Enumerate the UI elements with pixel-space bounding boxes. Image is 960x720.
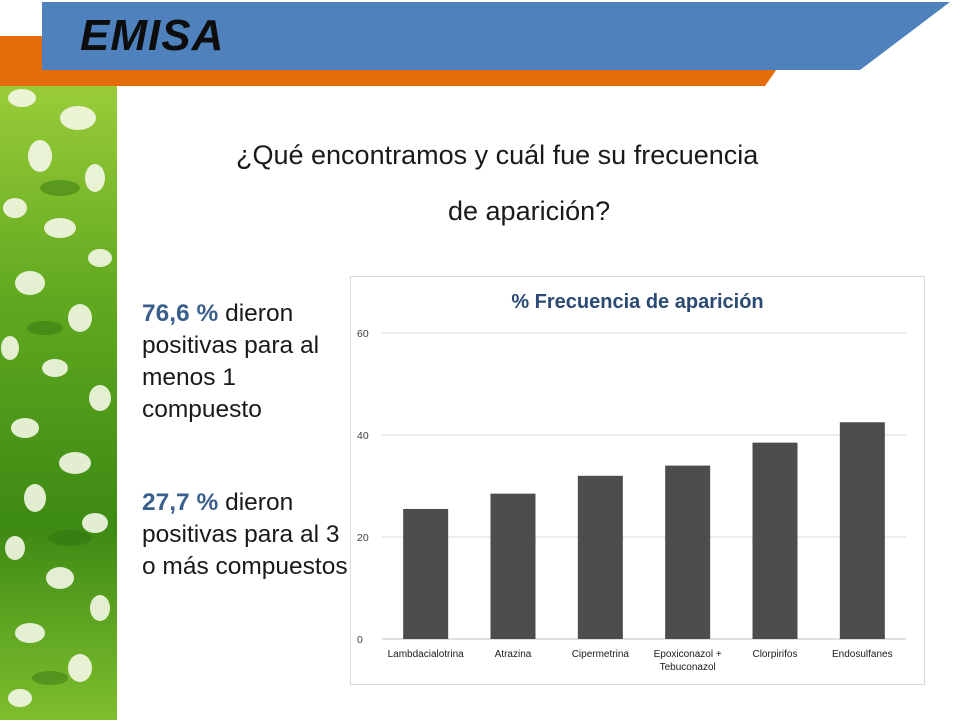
chart-bars: [403, 422, 885, 639]
x-category-label: Epoxiconazol +: [654, 649, 722, 660]
bar: [839, 422, 885, 639]
stat-positive-one: 76,6 % dieron positivas para al menos 1 …: [142, 298, 352, 426]
header-banner: [0, 2, 950, 86]
chart-container: 0 20 40 60 Lambdacialotrina Atrazina Cipermet…: [350, 276, 925, 685]
x-category-label: Tebuconazol: [660, 662, 716, 673]
stat-text: dieron positivas para al menos 1 compues…: [142, 300, 320, 423]
stat-positive-three: 27,7 % dieron positivas para al 3 o más …: [142, 487, 352, 583]
x-category-label: Endosulfanes: [832, 649, 893, 660]
bar-chart: 0 20 40 60 Lambdacialotrina Atrazina Cipermet…: [357, 328, 906, 673]
stat-value: 76,6 %: [142, 300, 219, 327]
bar: [403, 508, 449, 639]
bar: [490, 493, 536, 639]
x-category-label: Cipermetrina: [572, 649, 630, 660]
y-tick-label: 40: [357, 430, 369, 442]
y-tick-label: 60: [357, 328, 369, 340]
x-category-label: Lambdacialotrina: [388, 649, 465, 660]
chart-y-ticks: 0 20 40 60: [357, 328, 369, 646]
leaf-background: [0, 78, 117, 720]
question-line-2: de aparición?: [448, 196, 611, 226]
brand-title: EMISA: [80, 11, 225, 60]
chart-x-labels: Lambdacialotrina Atrazina Cipermetrina Epox…: [388, 649, 893, 673]
chart-gridlines: [382, 332, 906, 640]
y-tick-label: 20: [357, 532, 369, 544]
bar: [577, 475, 623, 639]
chart-title: % Frecuencia de aparición: [511, 291, 764, 313]
header-blue-stripe: [42, 2, 950, 70]
x-category-label: Atrazina: [495, 649, 532, 660]
question-line-1: ¿Qué encontramos y cuál fue su frecuenci…: [236, 140, 759, 170]
y-tick-label: 0: [357, 634, 363, 646]
stat-value: 27,7 %: [142, 489, 219, 516]
bar: [752, 442, 798, 639]
x-category-label: Clorpirifos: [752, 649, 797, 660]
bar: [665, 465, 711, 639]
stat-text: dieron positivas para al 3 o más compues…: [142, 489, 348, 580]
